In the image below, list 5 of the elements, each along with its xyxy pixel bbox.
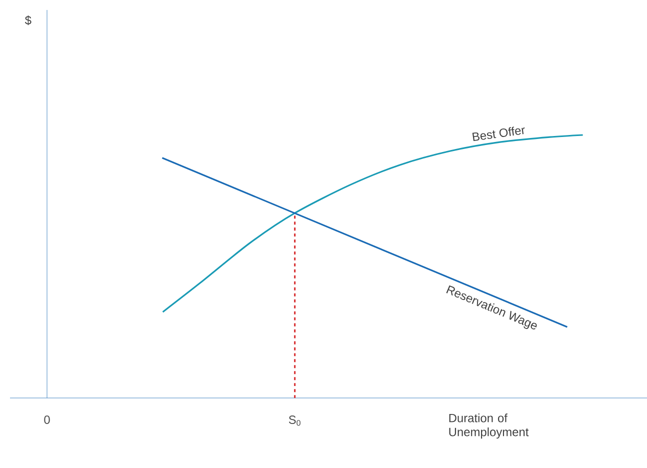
x-tick-label: 0 xyxy=(44,416,50,424)
text: Best Offer xyxy=(472,126,525,142)
x-tick-label: S$_{0}$ xyxy=(288,416,300,426)
x-axis-title: Duration of Unemployment xyxy=(449,414,529,439)
text: $ xyxy=(24,16,32,26)
